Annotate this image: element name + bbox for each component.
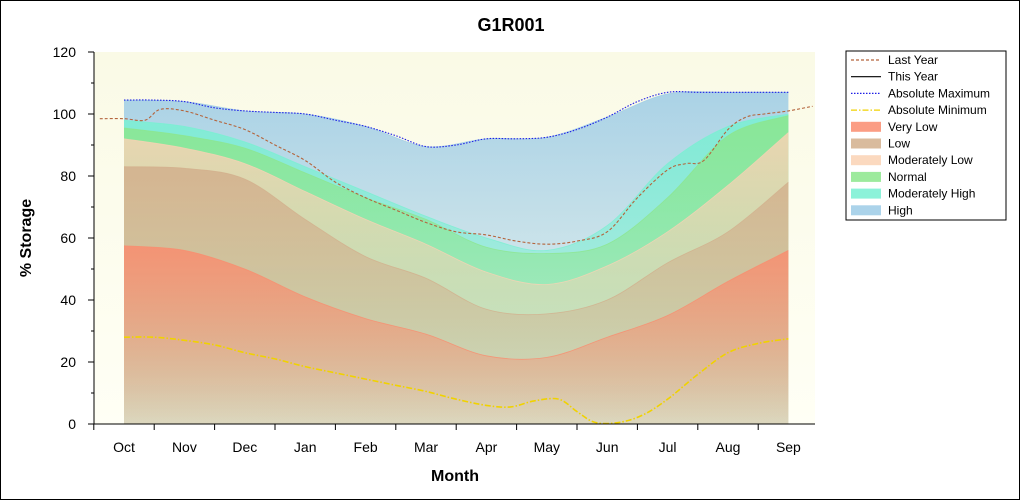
- line-absolute-maximum: [123, 91, 789, 148]
- y-tick-label: 20: [60, 354, 76, 370]
- band-edge-moderately-low: [123, 132, 789, 285]
- legend-swatch-normal: [851, 171, 881, 182]
- legend-label-low: Low: [888, 137, 910, 151]
- y-tick-label: 100: [53, 106, 77, 122]
- y-tick-label: 0: [68, 416, 76, 432]
- chart-title: G1R001: [477, 15, 544, 35]
- band-edge-very-low: [123, 245, 789, 360]
- legend-label-absolute-minimum: Absolute Minimum: [888, 103, 987, 117]
- legend-swatch-moderately-low: [851, 155, 881, 166]
- legend-label-normal: Normal: [888, 170, 927, 184]
- x-tick-label: Mar: [414, 439, 438, 455]
- legend-label-moderately-high: Moderately High: [888, 187, 975, 201]
- x-tick-label: Jun: [596, 439, 619, 455]
- x-tick-label: Dec: [232, 439, 257, 455]
- legend-label-moderately-low: Moderately Low: [888, 153, 973, 167]
- x-axis-title: Month: [431, 468, 479, 485]
- x-tick-label: Aug: [716, 439, 741, 455]
- x-tick-label: Sep: [776, 439, 801, 455]
- legend-label-high: High: [888, 203, 913, 217]
- line-absolute-minimum: [123, 336, 789, 425]
- x-tick-label: Jan: [294, 439, 317, 455]
- y-tick-label: 80: [60, 168, 76, 184]
- band-edge-moderately-high: [123, 113, 789, 252]
- band-edge-normal: [123, 115, 789, 255]
- legend-label-this-year: This Year: [888, 70, 938, 84]
- legend-label-absolute-maximum: Absolute Maximum: [888, 86, 990, 100]
- legend-swatch-very-low: [851, 121, 881, 132]
- legend-label-very-low: Very Low: [888, 120, 938, 134]
- legend-swatch-moderately-high: [851, 188, 881, 199]
- y-tick-label: 60: [60, 230, 76, 246]
- line-layer: [99, 91, 813, 425]
- band-layer: [123, 91, 789, 425]
- legend: Last Year This Year Absolute Maximum Absolu…: [845, 50, 1007, 221]
- x-tick-label: May: [534, 439, 560, 455]
- line-last-year: [99, 105, 813, 245]
- legend-swatch-low: [851, 138, 881, 149]
- legend-swatch-high: [851, 205, 881, 216]
- y-axis-title: % Storage: [18, 199, 35, 277]
- axes-layer: 0 20 40 60 80 100 120 Oct Nov Dec Jan Feb Mar Apr May J…: [53, 44, 815, 455]
- x-tick-label: Apr: [476, 439, 498, 455]
- x-tick-label: Jul: [659, 439, 677, 455]
- y-tick-label: 120: [53, 44, 77, 60]
- x-tick-label: Nov: [172, 439, 197, 455]
- y-tick-label: 40: [60, 292, 76, 308]
- x-tick-label: Feb: [354, 439, 378, 455]
- x-tick-label: Oct: [113, 439, 135, 455]
- legend-label-last-year: Last Year: [888, 53, 938, 67]
- band-edge-low: [123, 166, 789, 316]
